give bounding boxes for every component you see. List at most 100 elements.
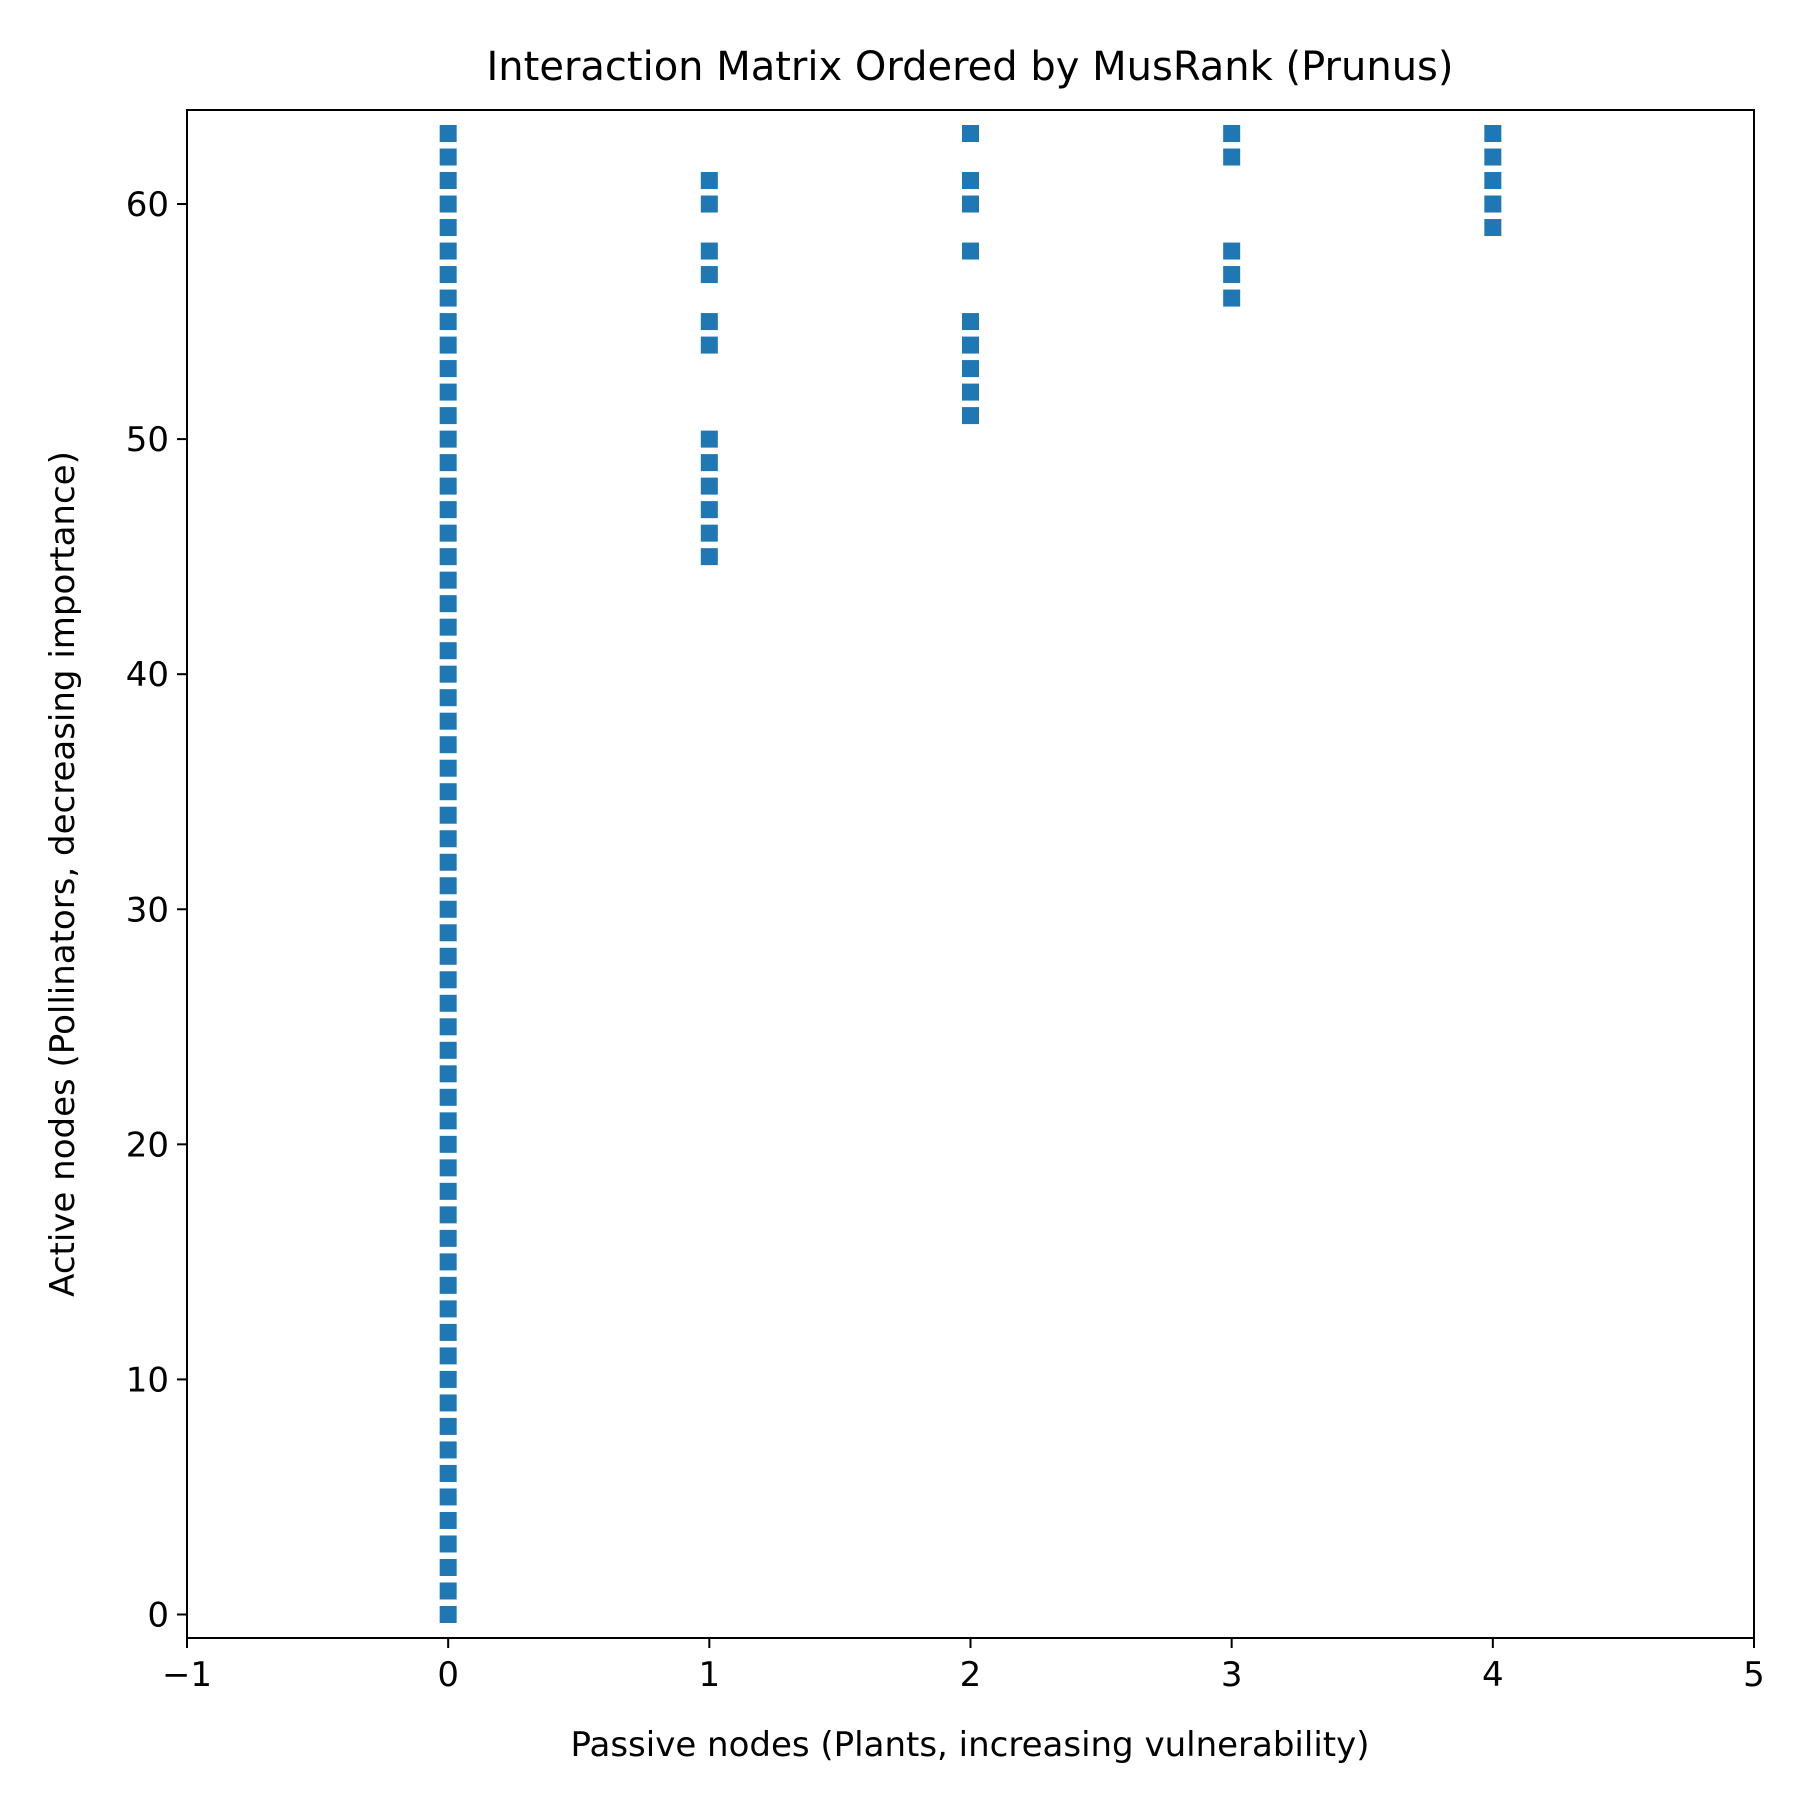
data-point-x0-y4 (439, 1511, 457, 1529)
data-point-x1-y50 (700, 430, 718, 448)
x-tick-label: 2 (960, 1655, 982, 1695)
data-point-x0-y24 (439, 1041, 457, 1059)
data-point-x0-y31 (439, 877, 457, 895)
data-point-x2-y52 (962, 383, 979, 401)
data-point-x0-y9 (439, 1394, 457, 1412)
data-point-x0-y46 (439, 524, 457, 542)
data-point-x0-y47 (439, 501, 457, 519)
data-point-x1-y49 (700, 454, 718, 472)
data-point-x1-y60 (700, 195, 718, 213)
data-point-x1-y58 (700, 242, 718, 260)
data-point-x1-y61 (700, 172, 718, 190)
data-point-x2-y51 (962, 407, 979, 425)
data-point-x0-y3 (439, 1535, 457, 1553)
data-point-x0-y44 (439, 571, 457, 589)
data-point-x0-y27 (439, 971, 457, 989)
data-point-x0-y62 (439, 148, 457, 166)
data-point-x1-y47 (700, 501, 718, 519)
data-point-x0-y0 (439, 1605, 457, 1623)
data-point-x2-y60 (962, 195, 979, 213)
data-point-x0-y14 (439, 1276, 457, 1294)
data-point-x0-y38 (439, 712, 457, 730)
data-point-x0-y39 (439, 689, 457, 707)
data-point-x0-y41 (439, 642, 457, 660)
data-point-x0-y52 (439, 383, 457, 401)
data-point-x0-y25 (439, 1018, 457, 1036)
data-point-x4-y61 (1484, 172, 1502, 190)
x-tick-label: −1 (162, 1655, 212, 1695)
data-point-x2-y55 (962, 313, 979, 331)
data-point-x0-y16 (439, 1229, 457, 1247)
data-point-x1-y46 (700, 524, 718, 542)
data-point-x0-y29 (439, 924, 457, 942)
data-point-x4-y63 (1484, 125, 1502, 143)
data-point-x0-y63 (439, 125, 457, 143)
x-axis-label: Passive nodes (Plants, increasing vulner… (571, 1725, 1370, 1765)
chart-title: Interaction Matrix Ordered by MusRank (P… (487, 44, 1454, 90)
data-point-x3-y62 (1223, 148, 1241, 166)
data-point-x0-y6 (439, 1464, 457, 1482)
data-point-x0-y34 (439, 806, 457, 824)
data-point-x2-y54 (962, 336, 979, 354)
data-point-x2-y63 (962, 125, 979, 143)
data-point-x0-y32 (439, 853, 457, 871)
data-point-x0-y1 (439, 1582, 457, 1600)
data-point-x0-y21 (439, 1112, 457, 1130)
x-tick-label: 4 (1482, 1655, 1504, 1695)
y-tick-label: 20 (126, 1125, 169, 1165)
data-point-x0-y57 (439, 266, 457, 284)
data-point-x0-y10 (439, 1370, 457, 1388)
data-point-x0-y15 (439, 1253, 457, 1271)
data-point-x0-y12 (439, 1323, 457, 1341)
y-tick-label: 10 (126, 1360, 169, 1400)
data-point-x0-y53 (439, 360, 457, 378)
x-tick-label: 1 (699, 1655, 721, 1695)
data-point-x0-y20 (439, 1135, 457, 1153)
data-point-x0-y28 (439, 947, 457, 965)
data-point-x3-y57 (1223, 266, 1241, 284)
data-point-x0-y58 (439, 242, 457, 260)
data-point-x2-y61 (962, 172, 979, 190)
data-point-x0-y18 (439, 1182, 457, 1200)
data-point-x0-y55 (439, 313, 457, 331)
data-point-x0-y36 (439, 759, 457, 777)
x-axis-ticks: −1 0 1 2 3 4 5 (162, 1638, 1765, 1695)
data-point-x4-y59 (1484, 219, 1502, 237)
data-point-x2-y53 (962, 360, 979, 378)
data-point-x0-y43 (439, 595, 457, 613)
x-tick-label: 3 (1221, 1655, 1243, 1695)
data-point-x0-y42 (439, 618, 457, 636)
data-point-x0-y35 (439, 783, 457, 801)
y-tick-label: 50 (126, 420, 169, 460)
data-point-x0-y8 (439, 1417, 457, 1435)
data-point-x0-y7 (439, 1441, 457, 1459)
data-point-x0-y61 (439, 172, 457, 190)
data-point-x0-y45 (439, 548, 457, 566)
data-point-x0-y40 (439, 665, 457, 683)
data-point-x0-y30 (439, 900, 457, 918)
data-point-x2-y58 (962, 242, 979, 260)
y-tick-label: 40 (126, 655, 169, 695)
data-point-x3-y56 (1223, 289, 1241, 307)
data-point-x0-y22 (439, 1088, 457, 1106)
data-point-x3-y58 (1223, 242, 1241, 260)
data-point-x3-y63 (1223, 125, 1241, 143)
data-point-x0-y17 (439, 1206, 457, 1224)
x-tick-label: 0 (437, 1655, 459, 1695)
data-points (439, 125, 1502, 1623)
data-point-x0-y13 (439, 1300, 457, 1318)
data-point-x0-y48 (439, 477, 457, 495)
data-point-x1-y45 (700, 548, 718, 566)
y-tick-label: 0 (147, 1595, 169, 1635)
data-point-x0-y11 (439, 1347, 457, 1365)
data-point-x0-y56 (439, 289, 457, 307)
data-point-x1-y48 (700, 477, 718, 495)
data-point-x0-y49 (439, 454, 457, 472)
x-tick-label: 5 (1743, 1655, 1765, 1695)
data-point-x0-y2 (439, 1558, 457, 1576)
data-point-x0-y54 (439, 336, 457, 354)
y-axis-label: Active nodes (Pollinators, decreasing im… (43, 451, 83, 1297)
data-point-x0-y26 (439, 994, 457, 1012)
